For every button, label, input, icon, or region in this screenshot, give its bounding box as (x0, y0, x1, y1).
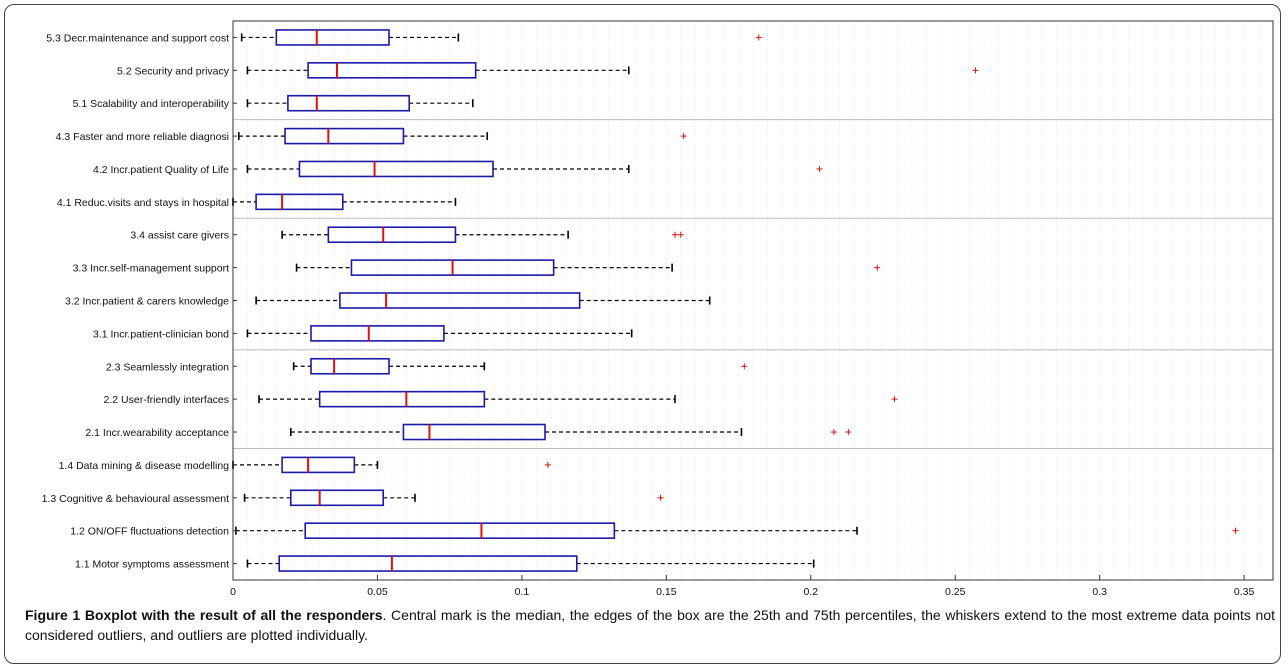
outlier-point (816, 165, 823, 172)
category-label: 5.2 Security and privacy (117, 65, 230, 77)
box-row (255, 292, 711, 309)
iqr-box (255, 193, 344, 211)
iqr-box (307, 62, 477, 79)
x-axis-ticks: 0 0.05 0.1 0.15 0.2 0.25 0.3 0.35 (230, 575, 1254, 598)
boxplot-chart: 5.3 Decr.maintenance and support cost 5.2… (42, 20, 1274, 598)
figure-title: Boxplot with the result of all the respo… (84, 607, 383, 623)
outlier-point (544, 461, 551, 468)
box-row (235, 522, 1239, 539)
figure-caption: Figure 1 Boxplot with the result of all … (25, 605, 1275, 645)
outlier-point (755, 34, 762, 41)
outlier-point (972, 67, 979, 74)
box-row (295, 259, 881, 276)
figure-caption-title: Figure 1 Boxplot with the result of all … (25, 607, 383, 623)
category-label: 1.3 Cognitive & behavioural assessment (42, 493, 229, 505)
iqr-box (289, 489, 385, 507)
x-tick-label: 0.25 (945, 586, 966, 598)
x-tick-label: 0.35 (1234, 586, 1255, 598)
category-labels: 5.3 Decr.maintenance and support cost 5.2… (42, 32, 237, 571)
outlier-point (741, 363, 748, 370)
category-label: 1.1 Motor symptoms assessment (75, 559, 229, 571)
category-label: 2.2 User-friendly interfaces (104, 394, 229, 406)
iqr-box (402, 423, 546, 441)
category-label: 1.4 Data mining & disease modelling (59, 460, 230, 472)
iqr-box (284, 127, 405, 145)
category-label: 5.1 Scalability and interoperability (73, 98, 230, 110)
x-tick-label: 0.2 (803, 586, 818, 598)
category-label: 4.1 Reduc.visits and stays in hospital (57, 197, 229, 209)
iqr-box (318, 390, 486, 408)
box-row (246, 555, 815, 572)
category-label: 3.2 Incr.patient & carers knowledge (65, 296, 229, 308)
x-tick-label: 0.15 (656, 586, 677, 598)
outlier-point (874, 264, 881, 271)
box-row (246, 160, 823, 178)
outlier-point (830, 429, 837, 436)
category-label: 3.4 assist care givers (130, 230, 229, 242)
outlier-point (657, 494, 664, 501)
box-row (243, 489, 664, 507)
category-label: 4.2 Incr.patient Quality of Life (93, 164, 229, 176)
box-row (258, 390, 898, 408)
category-label: 3.3 Incr.self-management support (73, 263, 230, 275)
category-label: 5.3 Decr.maintenance and support cost (46, 32, 229, 44)
box-row (292, 357, 748, 375)
figure-label: Figure 1 (25, 607, 81, 623)
box-row (232, 193, 457, 211)
iqr-box (304, 522, 616, 539)
box-row (289, 423, 852, 441)
outlier-point (677, 231, 684, 238)
outlier-point (672, 231, 678, 238)
group-separators (233, 119, 1273, 449)
x-tick-label: 0.3 (1092, 586, 1107, 598)
outlier-point (1232, 527, 1239, 534)
category-label: 3.1 Incr.patient-clinician bond (93, 328, 229, 340)
x-tick-label: 0 (230, 586, 236, 598)
iqr-box (310, 325, 445, 342)
box-row (232, 456, 551, 474)
figure-caption-text: . Central mark is the median, the edges … (25, 607, 1276, 643)
iqr-box (339, 292, 581, 309)
box-row (246, 94, 474, 112)
iqr-box (310, 357, 390, 375)
box-row (237, 127, 687, 145)
category-label: 2.3 Seamlessly integration (106, 361, 229, 373)
x-tick-label: 0.05 (367, 586, 388, 598)
outlier-point (680, 133, 687, 140)
x-tick-label: 0.1 (515, 586, 530, 598)
box-row (246, 325, 633, 342)
iqr-box (298, 160, 494, 178)
outlier-point (891, 396, 898, 403)
category-label: 1.2 ON/OFF fluctuations detection (70, 526, 229, 538)
category-label: 4.3 Faster and more reliable diagnosi (56, 131, 229, 143)
outlier-point (845, 429, 852, 436)
category-label: 2.1 Incr.wearability acceptance (85, 427, 229, 439)
box-row (240, 29, 762, 46)
iqr-box (278, 555, 578, 572)
grid-layer (247, 21, 1259, 580)
box-row (281, 226, 684, 244)
figure-frame: 5.3 Decr.maintenance and support cost 5.2… (4, 4, 1281, 664)
iqr-box (287, 94, 411, 112)
iqr-box (281, 456, 356, 474)
boxplot-marks (232, 29, 1239, 572)
iqr-box (275, 29, 390, 46)
box-row (246, 62, 979, 79)
iqr-box (327, 226, 457, 244)
